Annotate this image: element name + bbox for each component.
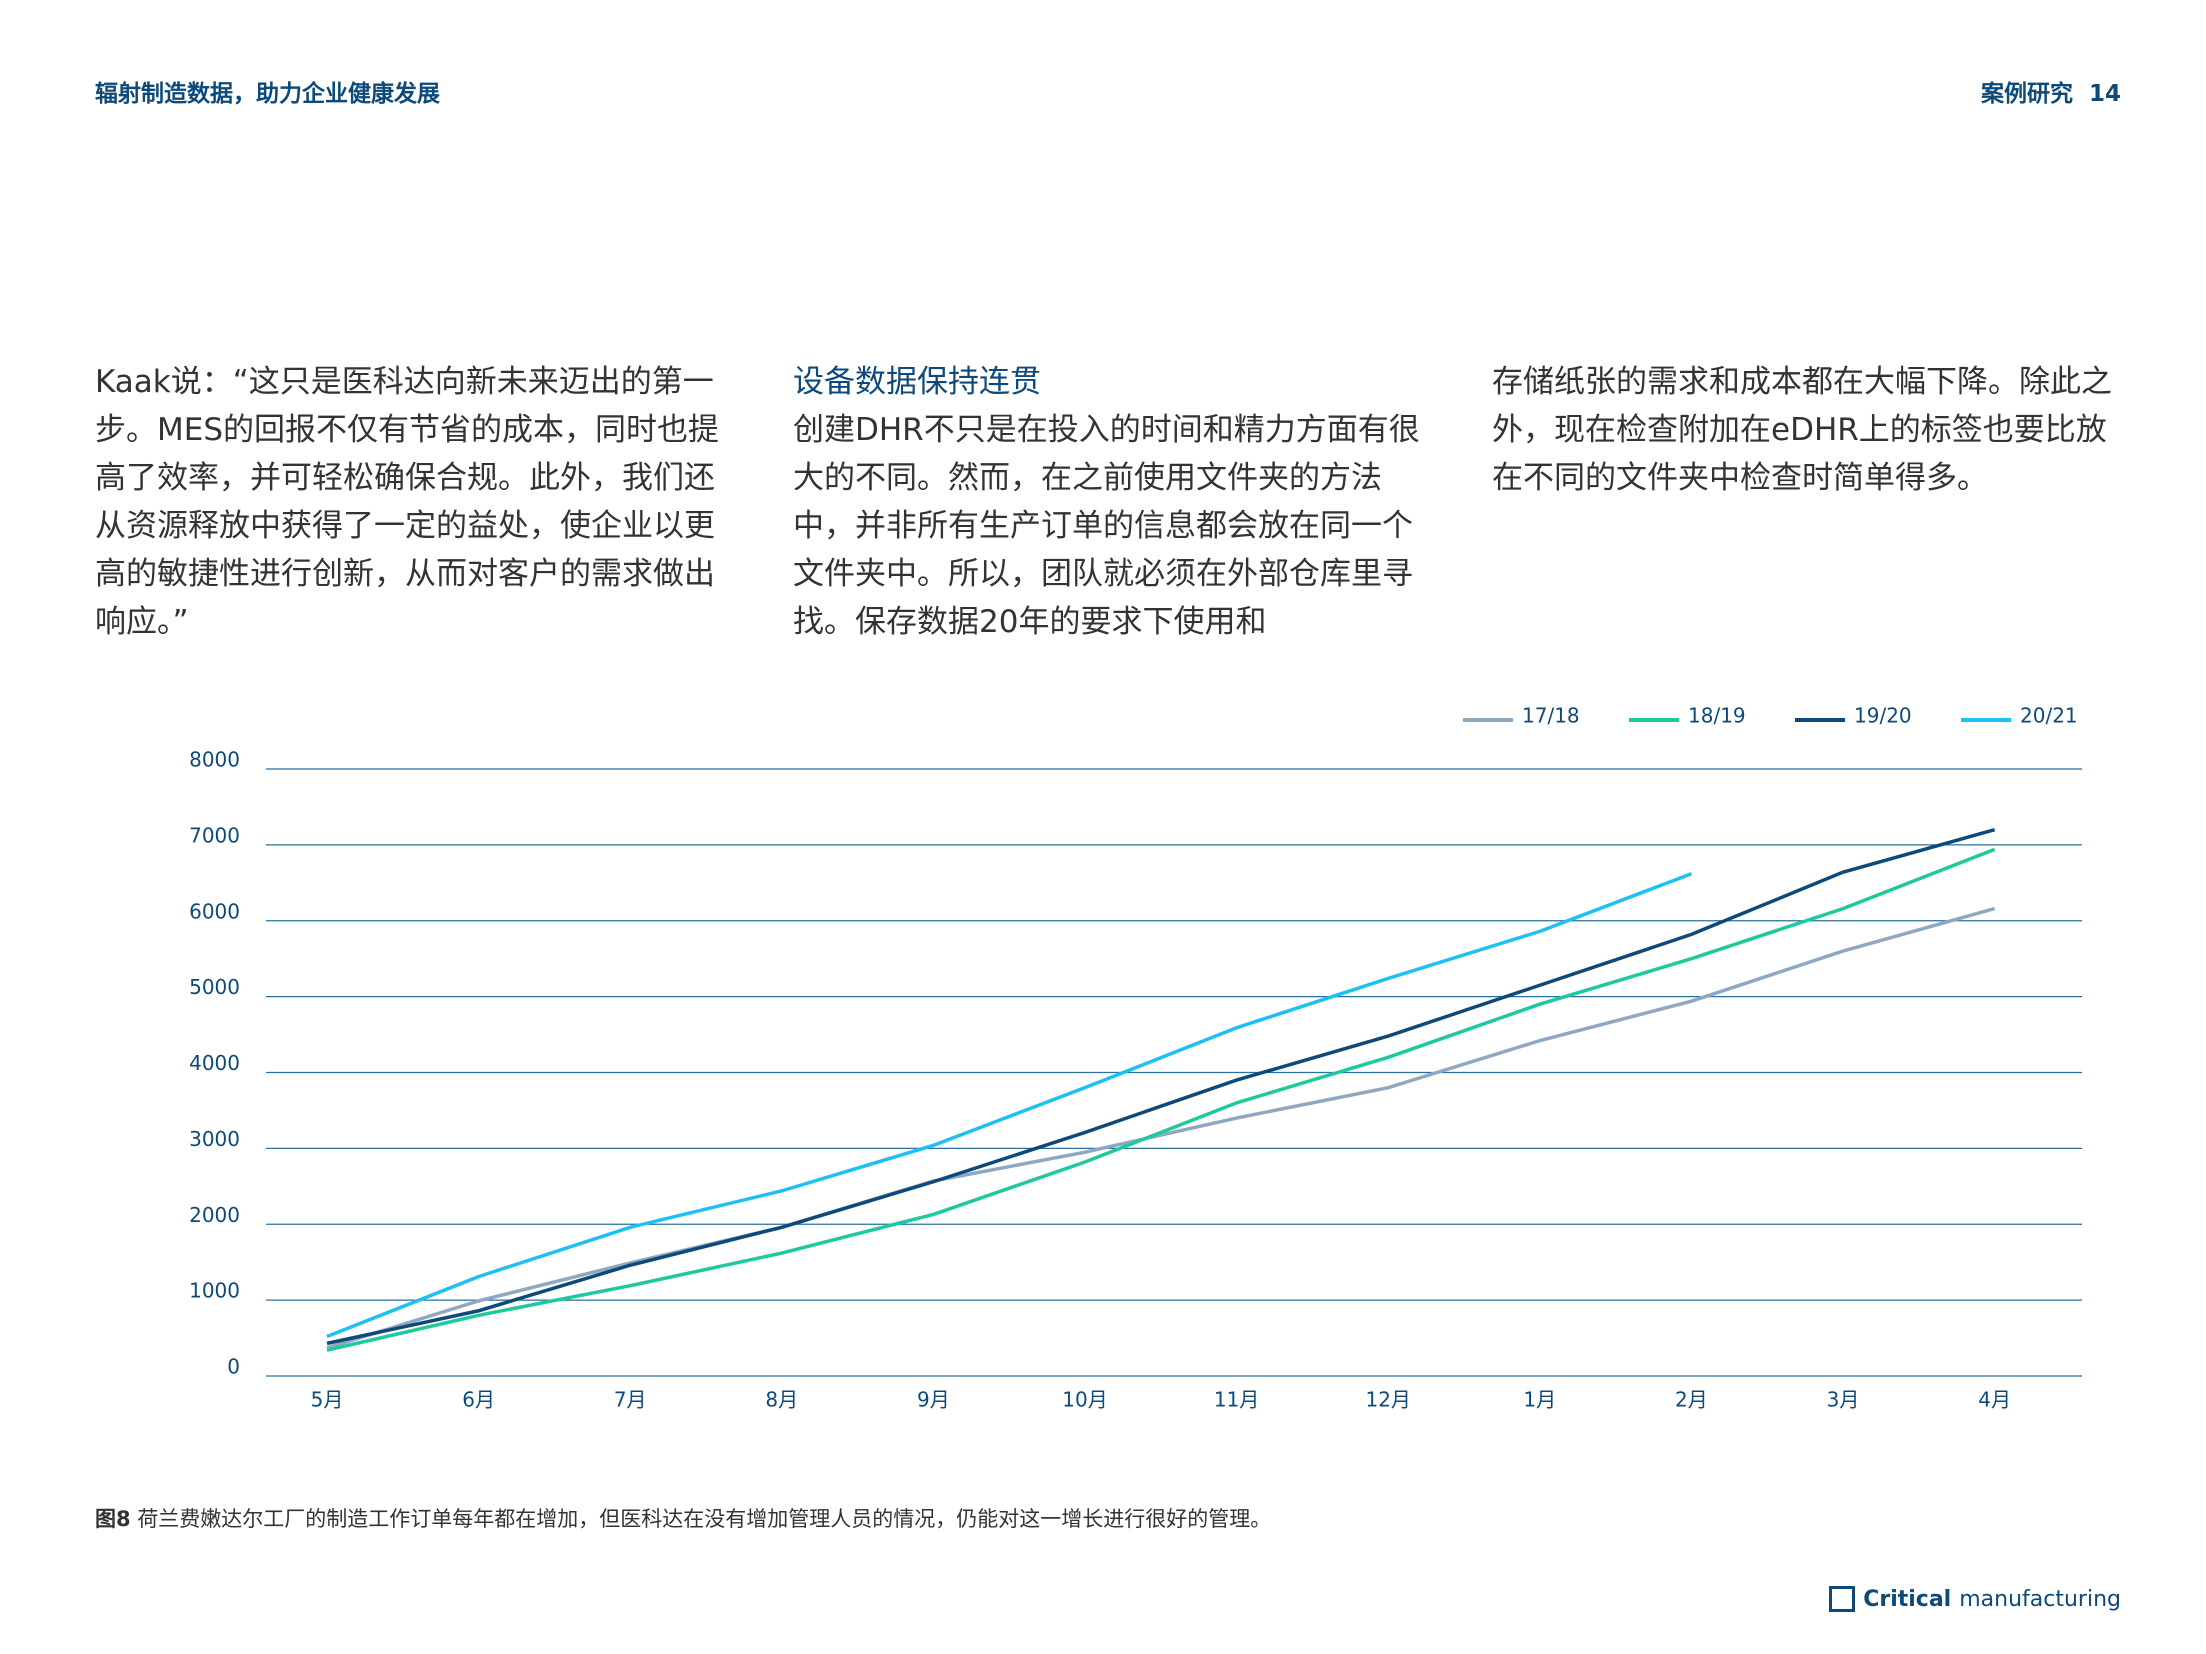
x-tick-label: 12月 (1365, 1388, 1410, 1412)
column: 设备数据保持连贯创建DHR不只是在投入的时间和精力方面有很大的不同。然而，在之前… (793, 358, 1423, 646)
paragraph: 创建DHR不只是在投入的时间和精力方面有很大的不同。然而，在之前使用文件夹的方法… (793, 412, 1420, 640)
header-title: 辐射制造数据，助力企业健康发展 (95, 81, 440, 107)
y-tick-label: 2000 (189, 1203, 240, 1227)
x-tick-label: 2月 (1675, 1388, 1708, 1412)
legend-label: 20/21 (2020, 704, 2078, 728)
logo: Critical manufacturing (1829, 1586, 2121, 1612)
page-number: 14 (2088, 81, 2121, 107)
heading: 设备数据保持连贯 (793, 364, 1041, 400)
column: Kaak说：“这只是医科达向新未来迈出的第一步。MES的回报不仅有节省的成本，同… (95, 358, 725, 646)
header-right: 案例研究 14 (1981, 74, 2121, 108)
section: 案例研究 (1980, 81, 2073, 107)
column: 存储纸张的需求和成本都在大幅下降。除此之外，现在检查附加在eDHR上的标签也要比… (1492, 358, 2122, 502)
y-tick-label: 4000 (189, 1051, 240, 1075)
paragraph: 存储纸张的需求和成本都在大幅下降。除此之外，现在检查附加在eDHR上的标签也要比… (1492, 364, 2112, 496)
series-line (326, 847, 1996, 1352)
x-tick-label: 6月 (462, 1388, 495, 1412)
legend-label: 17/18 (1522, 704, 1580, 728)
legend-label: 18/19 (1688, 704, 1746, 728)
caption-text: 荷兰费嫩达尔工厂的制造工作订单每年都在增加，但医科达在没有增加管理人员的情况，仍… (137, 1507, 1272, 1531)
y-tick-label: 6000 (189, 899, 240, 923)
x-tick-label: 5月 (311, 1388, 344, 1412)
y-tick-label: 5000 (189, 975, 240, 999)
x-tick-label: 4月 (1978, 1388, 2011, 1412)
y-tick-label: 0 (227, 1355, 240, 1379)
x-tick-label: 7月 (614, 1388, 647, 1412)
x-tick-label: 11月 (1214, 1388, 1259, 1412)
series-line (326, 872, 1693, 1339)
x-tick-label: 3月 (1827, 1388, 1860, 1412)
x-tick-label: 1月 (1523, 1388, 1556, 1412)
y-tick-label: 8000 (189, 748, 240, 772)
y-tick-label: 7000 (189, 823, 240, 847)
caption: 图8 荷兰费嫩达尔工厂的制造工作订单每年都在增加，但医科达在没有增加管理人员的情… (95, 1503, 1271, 1533)
legend-label: 19/20 (1854, 704, 1912, 728)
y-tick-label: 1000 (189, 1279, 240, 1303)
series-line (326, 828, 1996, 1346)
paragraph: Kaak说：“这只是医科达向新未来迈出的第一步。MES的回报不仅有节省的成本，同… (95, 364, 720, 640)
series-line (326, 906, 1996, 1350)
logo-bold: Critical (1863, 1586, 1952, 1612)
x-tick-label: 8月 (765, 1388, 798, 1412)
logo-icon (1829, 1586, 1856, 1612)
x-tick-label: 9月 (917, 1388, 950, 1412)
logo-rest: manufacturing (1959, 1586, 2121, 1612)
y-tick-label: 3000 (189, 1127, 240, 1151)
x-tick-label: 10月 (1062, 1388, 1107, 1412)
caption-label: 图8 (95, 1507, 131, 1531)
